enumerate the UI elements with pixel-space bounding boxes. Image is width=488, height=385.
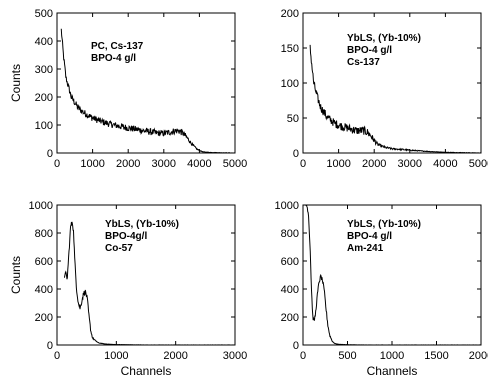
y-tick-label: 200 [281,312,299,324]
x-tick-label: 2000 [163,350,187,362]
x-axis-label: Channels [121,364,172,378]
y-tick-label: 400 [281,284,299,296]
x-tick-label: 0 [300,158,306,170]
series-trace-1 [63,221,235,345]
y-tick-label: 400 [35,36,53,48]
subplot-1: 0 1000 2000 3000 4000 5000 0 100 200 300 400 500 PC,… [9,8,247,170]
y-tick-label: 150 [281,43,299,55]
y-tick-label: 600 [281,256,299,268]
y-tick-label: 500 [35,8,53,20]
y-tick-label: 800 [35,228,53,240]
y-tick-label: 400 [35,284,53,296]
y-tick-label: 1000 [275,200,299,212]
x-tick-label: 1500 [424,350,448,362]
annotation-line: PC, Cs-137 [91,41,144,52]
subplot-4: 0 500 1000 1500 2000 0 200 400 600 800 1000 YbLS, (… [275,200,488,378]
subplot-3: 0 1000 2000 3000 0 200 400 600 800 1000 YbLS, (Yb-… [9,200,247,378]
annotation-line: YbLS, (Yb-10%) [347,219,421,230]
y-tick-label: 200 [35,92,53,104]
x-tick-label: 2000 [362,158,386,170]
annotation-line: Co-57 [105,243,133,254]
series-trace-1 [60,28,235,153]
x-tick-label: 500 [338,350,356,362]
x-tick-label: 5000 [469,158,488,170]
annotation-line: Am-241 [347,243,384,254]
y-tick-label: 100 [281,78,299,90]
x-tick-label: 1000 [104,350,128,362]
x-tick-label: 1000 [380,350,404,362]
x-tick-label: 1000 [80,158,104,170]
y-tick-label: 1000 [29,200,53,212]
x-tick-label: 4000 [433,158,457,170]
y-axis-label: Counts [9,256,23,294]
y-tick-label: 0 [293,148,299,160]
annotation-line: YbLS, (Yb-10%) [105,219,179,230]
y-tick-label: 200 [281,8,299,20]
x-tick-label: 0 [300,350,306,362]
x-tick-label: 5000 [223,158,247,170]
series-trace-1 [309,44,481,153]
y-tick-label: 200 [35,312,53,324]
x-tick-label: 3000 [223,350,247,362]
annotation-line: BPO-4 g/l [91,53,136,64]
x-tick-label: 2000 [469,350,488,362]
annotation-line: BPO-4 g/l [347,231,392,242]
annotation-line: BPO-4 g/l [347,45,392,56]
y-tick-label: 0 [47,340,53,352]
y-tick-label: 300 [35,64,53,76]
subplot-2: 0 1000 2000 3000 4000 5000 0 50 100 150 200 YbLS, (… [281,8,488,170]
y-axis-label: Counts [9,64,23,102]
y-tick-label: 100 [35,120,53,132]
x-tick-label: 4000 [187,158,211,170]
y-tick-label: 0 [293,340,299,352]
x-axis-label: Channels [367,364,418,378]
y-tick-label: 800 [281,228,299,240]
y-tick-label: 600 [35,256,53,268]
annotation-line: Cs-137 [347,57,380,68]
x-tick-label: 3000 [152,158,176,170]
x-tick-label: 0 [54,350,60,362]
x-tick-label: 0 [54,158,60,170]
plot-frame [56,12,236,154]
y-tick-label: 50 [287,113,299,125]
plot-frame [56,204,236,346]
annotation-line: BPO-4g/l [105,231,147,242]
x-tick-label: 3000 [398,158,422,170]
x-tick-label: 1000 [326,158,350,170]
y-tick-label: 0 [47,148,53,160]
x-tick-label: 2000 [116,158,140,170]
annotation-line: YbLS, (Yb-10%) [347,33,421,44]
